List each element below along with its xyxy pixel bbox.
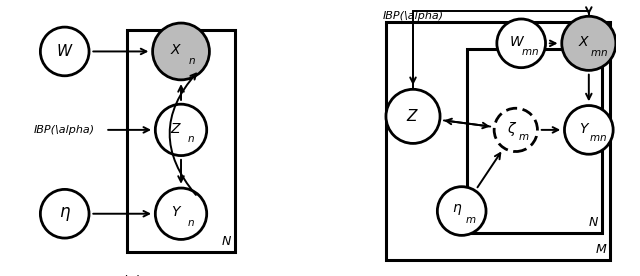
Text: $mn$: $mn$: [590, 48, 608, 58]
Circle shape: [386, 89, 440, 144]
Text: $\eta$: $\eta$: [59, 205, 70, 223]
Text: $n$: $n$: [187, 134, 195, 144]
Text: $m$: $m$: [518, 132, 530, 142]
Text: M: M: [596, 243, 606, 256]
Text: $m$: $m$: [465, 214, 477, 225]
Bar: [467, 49, 602, 233]
Text: N: N: [589, 216, 598, 229]
Text: IBP(\alpha): IBP(\alpha): [34, 125, 95, 135]
Text: $\zeta$: $\zeta$: [507, 120, 517, 138]
FancyArrowPatch shape: [170, 74, 196, 195]
Circle shape: [562, 16, 616, 70]
Circle shape: [497, 19, 545, 68]
Text: $W$: $W$: [56, 43, 74, 59]
Text: $Z$: $Z$: [170, 122, 182, 136]
Text: N: N: [221, 235, 231, 248]
Text: $mn$: $mn$: [589, 133, 607, 144]
Text: IBP(\alpha): IBP(\alpha): [383, 11, 444, 21]
Text: $Z$: $Z$: [406, 108, 420, 124]
Circle shape: [437, 187, 486, 235]
Circle shape: [40, 27, 89, 76]
Text: $X$: $X$: [170, 43, 182, 57]
Text: $Y$: $Y$: [171, 205, 182, 219]
Circle shape: [494, 108, 538, 152]
Text: $W$: $W$: [509, 35, 525, 49]
Text: (a): (a): [123, 274, 142, 276]
Circle shape: [40, 189, 89, 238]
Bar: [127, 30, 235, 252]
Text: $n$: $n$: [188, 56, 196, 67]
Circle shape: [564, 105, 613, 154]
Bar: [386, 22, 611, 260]
Text: $mn$: $mn$: [522, 47, 540, 57]
Text: $X$: $X$: [578, 35, 590, 49]
Text: $Y$: $Y$: [579, 122, 590, 136]
Circle shape: [156, 104, 207, 156]
Text: $n$: $n$: [187, 218, 195, 228]
Circle shape: [152, 23, 209, 80]
Text: $\eta$: $\eta$: [452, 202, 463, 217]
Circle shape: [156, 188, 207, 239]
